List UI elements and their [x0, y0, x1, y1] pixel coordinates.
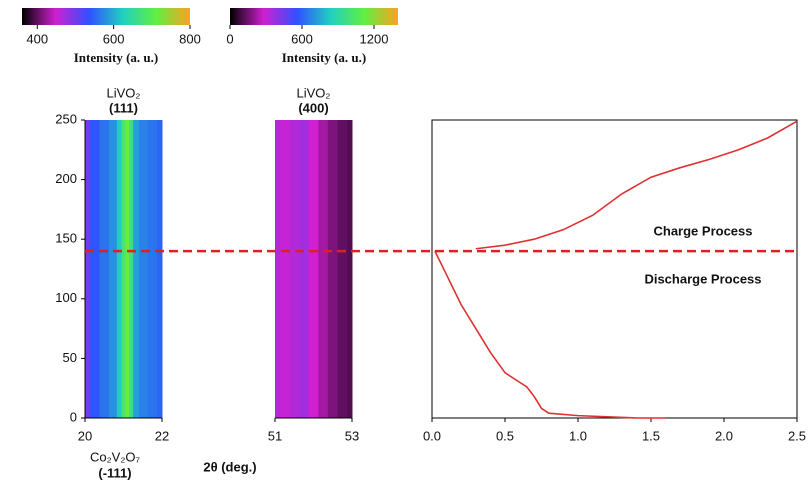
- x-tick-label: 53: [345, 428, 359, 443]
- curve: [434, 250, 666, 419]
- x-tick-label: 51: [268, 428, 282, 443]
- heatmap-cell: [299, 120, 310, 418]
- y-tick-label: 200: [55, 171, 77, 186]
- heatmap-cell: [337, 120, 348, 418]
- colorbar: [22, 8, 190, 25]
- peak-label: LiVO₂: [297, 85, 331, 100]
- heatmap-cell: [327, 120, 339, 418]
- colorbar-tick-label: 0: [226, 31, 233, 46]
- y-tick-label: 150: [55, 231, 77, 246]
- y-tick-label: 0: [70, 409, 77, 424]
- heatmap-cell: [318, 120, 329, 418]
- colorbar-tick-label: 800: [179, 31, 201, 46]
- heatmap-cell: [347, 120, 353, 418]
- y-tick-label: 250: [55, 111, 77, 126]
- x-tick-label: 1.5: [642, 428, 660, 443]
- x-tick-label: 1.0: [569, 428, 587, 443]
- x-tick-label: 2.5: [788, 428, 806, 443]
- below-label: (-111): [98, 465, 131, 480]
- x-tick-label: 0.5: [496, 428, 514, 443]
- heatmap-cell: [99, 120, 110, 418]
- heatmap-cell: [85, 120, 91, 418]
- heatmap-cell: [133, 120, 140, 418]
- x-tick-label: 22: [155, 428, 169, 443]
- heatmap-cell: [147, 120, 158, 418]
- peak-label: LiVO₂: [107, 85, 141, 100]
- colorbar-tick-label: 600: [103, 31, 125, 46]
- plot-frame: [431, 119, 798, 419]
- x-tick-label: 0.0: [423, 428, 441, 443]
- x-tick-label: 20: [78, 428, 92, 443]
- colorbar: [230, 8, 398, 25]
- colorbar-label: Intensity (a. u.): [74, 50, 159, 65]
- heatmap-cell: [279, 120, 290, 418]
- below-label: Co₂V₂O₇: [90, 449, 140, 464]
- peak-label: (111): [109, 100, 138, 115]
- heatmap-cell: [121, 120, 126, 418]
- heatmap-cell: [275, 120, 281, 418]
- colorbar-label: Intensity (a. u.): [282, 50, 367, 65]
- x-axis-label: 2θ (deg.): [203, 459, 256, 474]
- curve: [475, 120, 798, 250]
- colorbar-tick-label: 600: [291, 31, 313, 46]
- y-tick-label: 100: [55, 290, 77, 305]
- heatmap-cell: [129, 120, 134, 418]
- annotation: Charge Process: [654, 223, 753, 238]
- heatmap-cell: [289, 120, 300, 418]
- y-tick-label: 50: [63, 350, 77, 365]
- peak-label: (400): [298, 100, 328, 115]
- heatmap-cell: [138, 120, 149, 418]
- heatmap-cell: [116, 120, 123, 418]
- heatmap-cell: [109, 120, 118, 418]
- colorbar-tick-label: 1200: [360, 31, 389, 46]
- colorbar-tick-label: 400: [26, 31, 48, 46]
- heatmap-cell: [308, 120, 319, 418]
- heatmap-cell: [157, 120, 163, 418]
- heatmap-cell: [89, 120, 100, 418]
- x-tick-label: 2.0: [715, 428, 733, 443]
- heatmap-cell: [125, 120, 130, 418]
- annotation: Discharge Process: [644, 271, 761, 286]
